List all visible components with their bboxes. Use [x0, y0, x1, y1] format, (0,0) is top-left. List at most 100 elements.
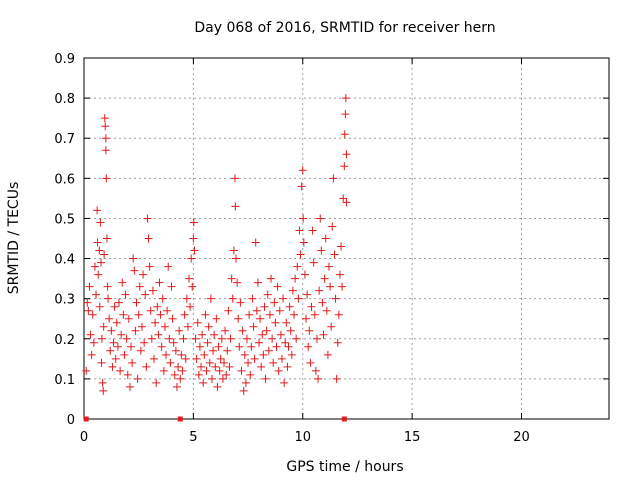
data-point — [328, 222, 337, 231]
data-point — [150, 354, 158, 363]
data-point — [317, 246, 326, 255]
data-point — [125, 382, 134, 391]
grid-layer — [83, 57, 609, 420]
zero-value-marker — [177, 416, 183, 422]
data-point — [86, 330, 95, 339]
data-point — [141, 290, 150, 299]
data-point — [225, 362, 234, 371]
data-point — [341, 94, 350, 103]
data-point — [238, 326, 247, 335]
data-point — [310, 310, 319, 319]
data-point — [211, 362, 220, 371]
data-point — [182, 294, 191, 303]
data-point — [311, 366, 320, 375]
data-point — [167, 282, 176, 291]
data-point — [339, 194, 348, 203]
data-point — [151, 318, 160, 327]
chart-title: Day 068 of 2016, SRMTID for receiver her… — [194, 20, 495, 36]
data-point — [312, 334, 321, 343]
data-point — [153, 302, 162, 311]
data-point — [88, 310, 97, 319]
data-point — [235, 342, 244, 351]
data-point — [175, 326, 184, 335]
data-point — [265, 310, 274, 319]
data-point — [136, 346, 145, 355]
data-point — [295, 226, 304, 235]
data-point — [189, 234, 198, 243]
data-point — [98, 378, 107, 387]
data-point — [253, 278, 262, 287]
data-point — [290, 310, 298, 319]
data-point — [102, 174, 111, 183]
data-point — [95, 246, 104, 255]
data-point — [287, 350, 296, 359]
data-point — [191, 334, 200, 343]
data-point — [222, 370, 231, 379]
x-tick-label: 10 — [294, 430, 311, 445]
data-point — [342, 150, 351, 159]
data-point — [139, 270, 148, 279]
data-point — [158, 294, 167, 303]
data-point — [198, 330, 207, 339]
data-point — [308, 226, 317, 235]
data-point — [297, 182, 306, 191]
data-point — [163, 306, 172, 315]
data-point — [101, 146, 110, 155]
data-point — [160, 322, 169, 331]
data-point — [270, 298, 279, 307]
y-tick-label: 0.3 — [54, 293, 75, 308]
data-point — [212, 314, 221, 323]
data-point — [245, 310, 254, 319]
data-point — [284, 342, 293, 351]
data-point — [205, 358, 214, 367]
data-point — [286, 326, 295, 335]
data-point — [299, 214, 308, 223]
data-point — [154, 330, 163, 339]
data-point — [244, 358, 253, 367]
data-point — [117, 330, 126, 339]
data-point — [137, 322, 146, 331]
data-point — [240, 350, 249, 359]
data-point — [329, 174, 338, 183]
data-point — [152, 378, 161, 387]
data-point — [293, 262, 302, 271]
data-point — [102, 234, 111, 243]
data-point — [100, 250, 109, 259]
data-point — [99, 322, 108, 331]
x-tick-label: 20 — [513, 430, 530, 445]
data-point — [335, 270, 344, 279]
data-point — [87, 350, 96, 359]
data-point — [292, 334, 301, 343]
data-point — [101, 122, 110, 131]
data-point — [100, 114, 109, 123]
data-point — [299, 238, 308, 247]
data-point — [320, 274, 329, 283]
data-point — [112, 318, 121, 327]
data-point — [162, 350, 171, 359]
data-point — [257, 362, 266, 371]
data-point — [325, 262, 333, 271]
data-point — [236, 298, 245, 307]
y-axis-label: SRMTID / TECUs — [6, 182, 22, 295]
data-point — [264, 346, 273, 355]
data-point — [97, 358, 106, 367]
data-point — [178, 366, 187, 375]
data-point — [93, 238, 102, 247]
data-point — [111, 354, 120, 363]
data-point — [144, 234, 153, 243]
data-point — [241, 378, 250, 387]
data-point — [223, 346, 232, 355]
data-point — [186, 302, 195, 311]
data-point — [281, 338, 290, 347]
data-point — [119, 310, 128, 319]
data-point — [263, 290, 272, 299]
data-point — [148, 286, 157, 295]
data-point — [246, 370, 255, 379]
data-point — [169, 338, 178, 347]
x-axis-label: GPS time / hours — [286, 459, 403, 475]
data-point — [252, 306, 261, 315]
data-point — [199, 378, 208, 387]
data-point — [159, 366, 168, 375]
data-point — [168, 314, 177, 323]
data-point — [298, 166, 307, 175]
